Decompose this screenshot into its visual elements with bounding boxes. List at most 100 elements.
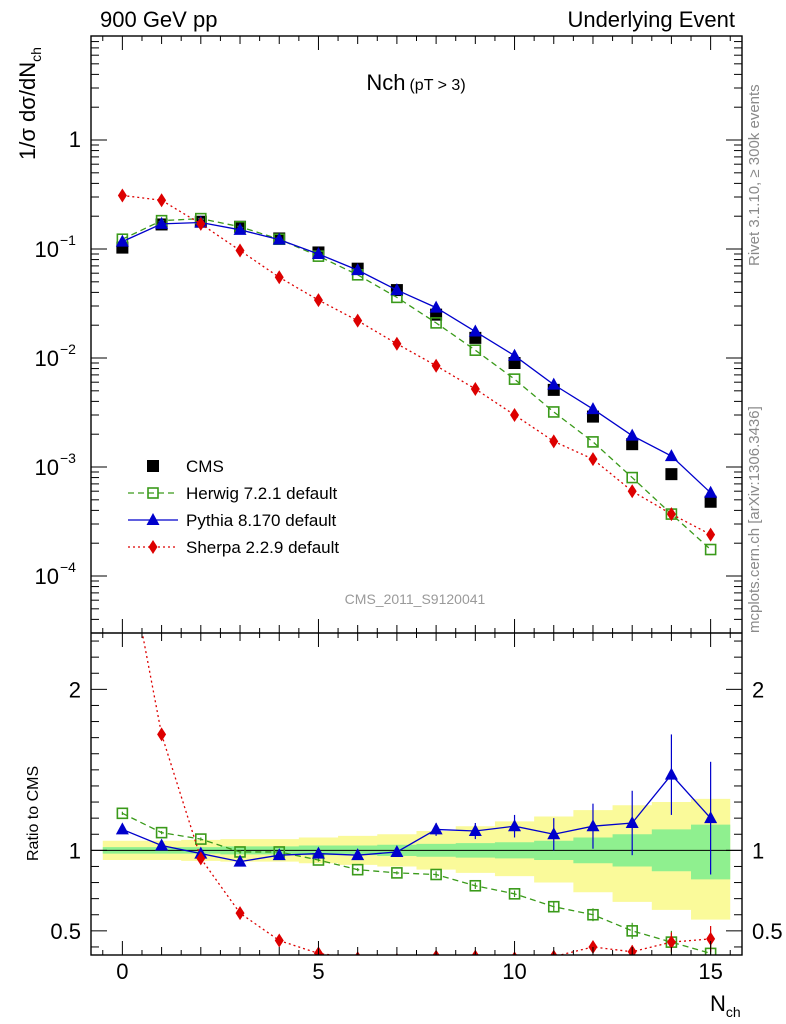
chart-title-suffix: (pT > 3) bbox=[409, 77, 465, 94]
ratio-point bbox=[274, 933, 284, 948]
ratio-point bbox=[625, 815, 639, 828]
x-tick-label: 0 bbox=[116, 959, 128, 984]
legend-item-1: Herwig 7.2.1 default bbox=[128, 484, 337, 503]
data-point bbox=[586, 402, 600, 415]
ratio-point bbox=[547, 827, 561, 840]
data-point bbox=[272, 232, 286, 245]
legend-marker bbox=[147, 487, 159, 499]
ratio-point bbox=[469, 879, 482, 892]
main-panel-series bbox=[115, 188, 718, 556]
ratio-point bbox=[391, 867, 403, 879]
ratio-point bbox=[235, 906, 245, 921]
data-point bbox=[587, 436, 599, 448]
ratio-point bbox=[664, 767, 678, 780]
legend-marker bbox=[148, 540, 158, 554]
data-point bbox=[510, 408, 520, 423]
ratio-point bbox=[706, 931, 716, 946]
header-right-label: Underlying Event bbox=[567, 7, 735, 32]
data-point bbox=[117, 188, 127, 203]
legend-item-3: Sherpa 2.2.9 default bbox=[128, 538, 339, 557]
ratio-point bbox=[586, 819, 600, 832]
ratio-point bbox=[311, 846, 325, 859]
data-point bbox=[508, 373, 521, 385]
data-point bbox=[233, 222, 247, 235]
data-point bbox=[351, 263, 365, 276]
series-1 bbox=[116, 212, 717, 556]
legend-item-2: Pythia 8.170 default bbox=[128, 511, 337, 530]
ratio-series-line bbox=[122, 773, 712, 863]
y-axis-label-main: 1/σ dσ/dN bbox=[15, 62, 40, 160]
data-point bbox=[429, 300, 443, 313]
y-tick-label: 10 bbox=[35, 346, 59, 371]
y-axis-label-sub: ch bbox=[28, 47, 44, 62]
data-point bbox=[664, 449, 678, 462]
ratio-point bbox=[118, 521, 127, 535]
x-axis-label-main: N bbox=[710, 991, 726, 1016]
data-point bbox=[470, 381, 480, 396]
legend-label: CMS bbox=[186, 457, 224, 476]
ratio-band-inner bbox=[102, 824, 731, 880]
data-point bbox=[706, 527, 716, 542]
data-point bbox=[704, 495, 717, 508]
ratio-point bbox=[157, 727, 167, 742]
ratio-point bbox=[116, 807, 129, 820]
ratio-point bbox=[233, 854, 247, 867]
ratio-point bbox=[508, 888, 521, 900]
legend-label: Herwig 7.2.1 default bbox=[186, 484, 337, 503]
legend: CMS Herwig 7.2.1 default Pythia 8.170 defa… bbox=[128, 457, 339, 557]
x-tick-label: 5 bbox=[312, 959, 324, 984]
ratio-point bbox=[547, 900, 560, 913]
ratio-point bbox=[626, 925, 638, 937]
watermark-label: CMS_2011_S9120041 bbox=[345, 591, 486, 607]
y-tick-exponent: −3 bbox=[60, 450, 76, 466]
series-line bbox=[122, 217, 712, 550]
legend-item-0: CMS bbox=[147, 457, 224, 476]
series-2 bbox=[115, 215, 718, 498]
ratio-panel-series bbox=[115, 521, 718, 955]
ratio-point bbox=[155, 838, 169, 851]
ratio-point bbox=[508, 819, 522, 832]
legend-label: Pythia 8.170 default bbox=[186, 511, 337, 530]
data-point bbox=[235, 243, 245, 258]
x-tick-label: 15 bbox=[698, 959, 722, 984]
data-point bbox=[626, 438, 639, 451]
data-point bbox=[196, 216, 206, 231]
header-left-label: 900 GeV pp bbox=[100, 7, 218, 32]
ratio-bands bbox=[102, 798, 731, 920]
ratio-axis-label: Ratio to CMS bbox=[25, 766, 42, 861]
ratio-point bbox=[587, 908, 599, 921]
data-point bbox=[157, 193, 167, 208]
ratio-point bbox=[429, 822, 443, 835]
y-tick-label: 1 bbox=[69, 127, 81, 152]
y-tick-exponent: −4 bbox=[60, 559, 76, 575]
data-point bbox=[311, 246, 325, 259]
x-tick-label: 10 bbox=[502, 959, 526, 984]
series-3 bbox=[117, 188, 716, 542]
ratio-y-tick-label-left: 0.5 bbox=[50, 919, 81, 944]
data-point bbox=[313, 293, 323, 308]
ratio-y-tick-label-right: 1 bbox=[752, 838, 764, 863]
ratio-point bbox=[666, 935, 676, 950]
data-point bbox=[155, 216, 169, 229]
data-point bbox=[274, 270, 284, 285]
ratio-point bbox=[390, 844, 404, 857]
chart-title-main: Nch bbox=[366, 70, 405, 95]
data-point bbox=[430, 317, 442, 329]
ratio-point bbox=[351, 863, 364, 876]
data-point bbox=[547, 377, 561, 390]
ratio-y-tick-label-right: 2 bbox=[752, 677, 764, 702]
ratio-point bbox=[704, 811, 718, 824]
ratio-point bbox=[588, 939, 598, 954]
legend-marker bbox=[146, 513, 160, 525]
y-tick-label: 10 bbox=[35, 237, 59, 262]
ratio-point bbox=[468, 824, 482, 837]
ratio-series-line bbox=[122, 812, 711, 955]
legend-label: Sherpa 2.2.9 default bbox=[186, 538, 339, 557]
chart-title: Nch (pT > 3) bbox=[366, 70, 465, 95]
x-axis-label-sub: ch bbox=[726, 1004, 741, 1020]
ratio-point bbox=[430, 868, 442, 881]
ratio-point bbox=[195, 833, 207, 845]
